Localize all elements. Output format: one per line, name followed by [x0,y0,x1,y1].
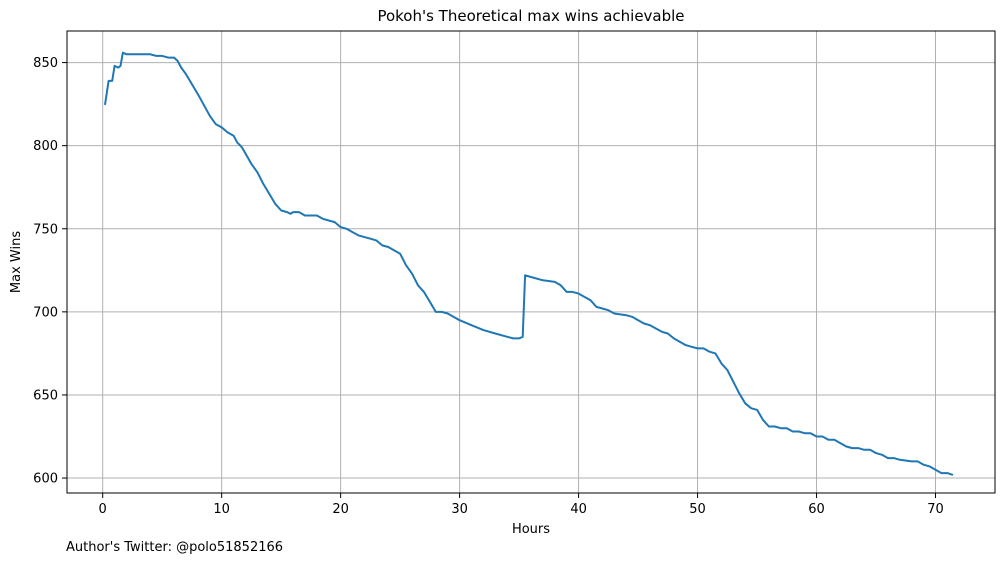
x-tick-label: 30 [451,502,468,517]
y-tick-label: 700 [33,305,58,320]
plot-frame [66,30,996,494]
max-wins-series-line [104,51,954,476]
x-axis-label: Hours [512,522,550,537]
series-layer [104,51,954,476]
y-tick-label: 750 [33,222,58,237]
chart-title: Pokoh's Theoretical max wins achievable [377,7,684,25]
x-tick-label: 40 [570,502,587,517]
grid [67,31,995,493]
x-tick-label: 70 [927,502,944,517]
x-tick-label: 50 [689,502,706,517]
x-tick-label: 60 [808,502,825,517]
y-axis-label: Max Wins [9,231,24,293]
x-axis-ticks: 0 10 20 30 40 50 60 70 [99,493,944,517]
y-tick-label: 850 [33,56,58,71]
y-tick-label: 600 [33,472,58,487]
y-tick-label: 650 [33,388,58,403]
x-tick-label: 0 [99,502,107,517]
y-tick-label: 800 [33,139,58,154]
x-tick-label: 10 [213,502,230,517]
author-credit: Author's Twitter: @polo51852166 [66,540,283,555]
y-axis-ticks: 600 650 700 750 800 850 [33,56,67,487]
x-tick-label: 20 [332,502,349,517]
